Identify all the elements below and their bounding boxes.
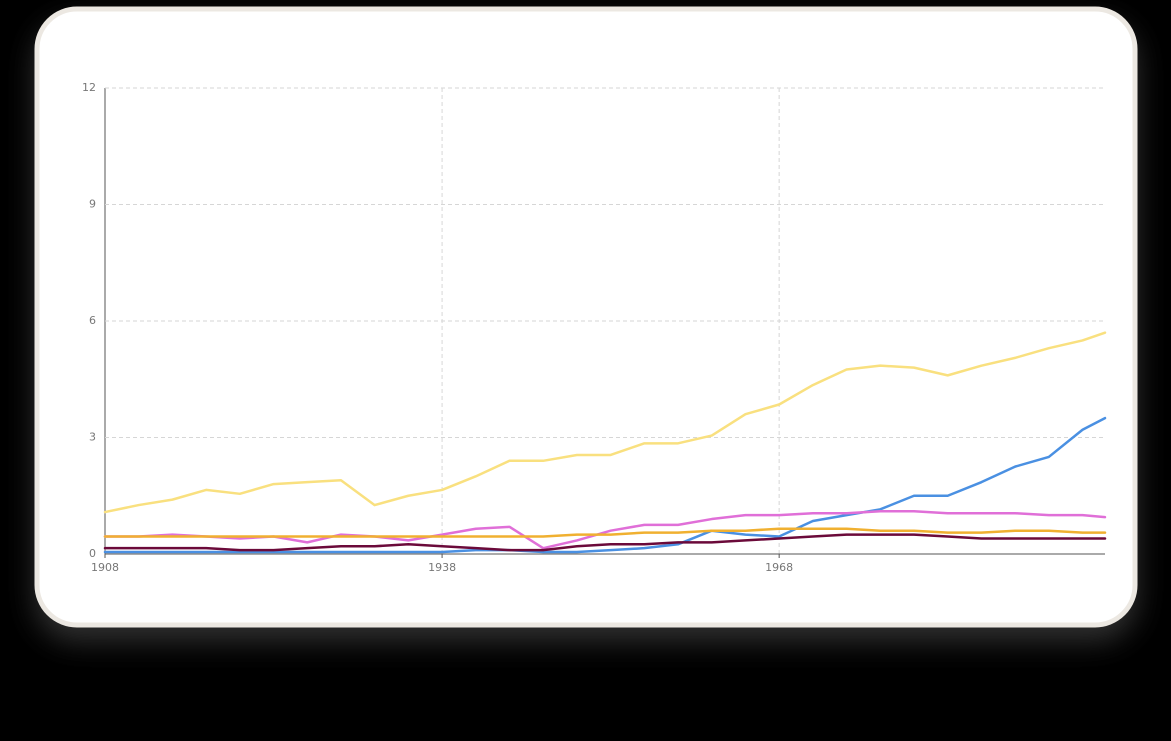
y-tick-label: 3 bbox=[89, 431, 96, 444]
y-tick-label: 6 bbox=[89, 314, 96, 327]
x-tick-label: 1908 bbox=[91, 561, 119, 574]
y-tick-label: 12 bbox=[82, 81, 96, 94]
x-tick-label: 1938 bbox=[428, 561, 456, 574]
series-line bbox=[103, 533, 1107, 552]
x-tick-label: 1968 bbox=[765, 561, 793, 574]
plot: 0 3 6 9 12 1908 1938 1968 bbox=[82, 81, 1107, 574]
series-line bbox=[103, 527, 1107, 538]
series-line bbox=[103, 416, 1107, 554]
y-tick-label: 0 bbox=[89, 547, 96, 560]
y-tick-label: 9 bbox=[89, 198, 96, 211]
series-line bbox=[103, 331, 1107, 514]
card bbox=[34, 6, 1138, 628]
